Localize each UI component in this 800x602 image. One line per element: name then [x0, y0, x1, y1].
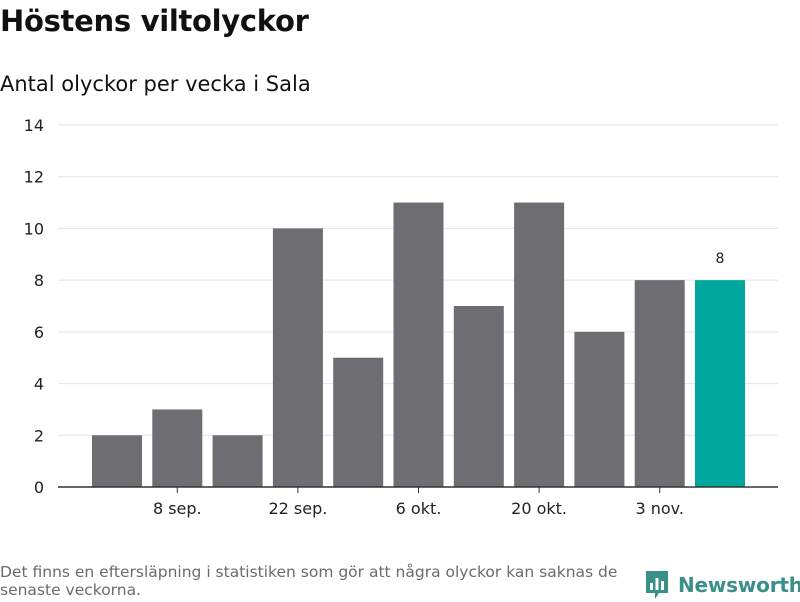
- chart-title: Höstens viltolyckor: [0, 4, 309, 38]
- x-tick-label: 8 sep.: [153, 499, 202, 518]
- bar-highlight: [695, 280, 745, 487]
- bar: [212, 435, 263, 487]
- y-tick-label: 4: [34, 375, 44, 394]
- y-tick-label: 6: [34, 323, 44, 342]
- bar: [514, 202, 565, 488]
- x-tick-label: 20 okt.: [511, 499, 567, 518]
- bar: [453, 306, 504, 487]
- y-tick-label: 8: [34, 271, 44, 290]
- y-tick-label: 12: [24, 168, 44, 187]
- y-tick-label: 2: [34, 426, 44, 445]
- bar-value-label: 8: [716, 251, 725, 267]
- bar: [152, 409, 203, 487]
- brand-name: Newsworthy: [678, 573, 800, 597]
- bar: [634, 280, 685, 487]
- y-tick-label: 0: [34, 478, 44, 497]
- x-tick-label: 22 sep.: [268, 499, 327, 518]
- brand-logo: Newsworthy: [644, 568, 800, 602]
- bar-chart-logo-icon: [646, 571, 668, 599]
- bar: [333, 357, 384, 487]
- bar: [92, 435, 142, 487]
- bar: [393, 202, 444, 488]
- x-tick-label: 6 okt.: [396, 499, 442, 518]
- y-tick-label: 14: [24, 116, 44, 135]
- bar: [272, 228, 323, 487]
- chart-subtitle: Antal olyckor per vecka i Sala: [0, 72, 311, 96]
- x-tick-label: 3 nov.: [635, 499, 684, 518]
- bar-chart: 8 0 2 4 6 8 10 12 14 8 sep. 22 sep. 6 okt. 20 okt. 3…: [24, 116, 778, 518]
- bar: [574, 331, 625, 487]
- footnote: Det finns en eftersläpning i statistiken…: [0, 563, 618, 599]
- y-tick-label: 10: [24, 219, 44, 238]
